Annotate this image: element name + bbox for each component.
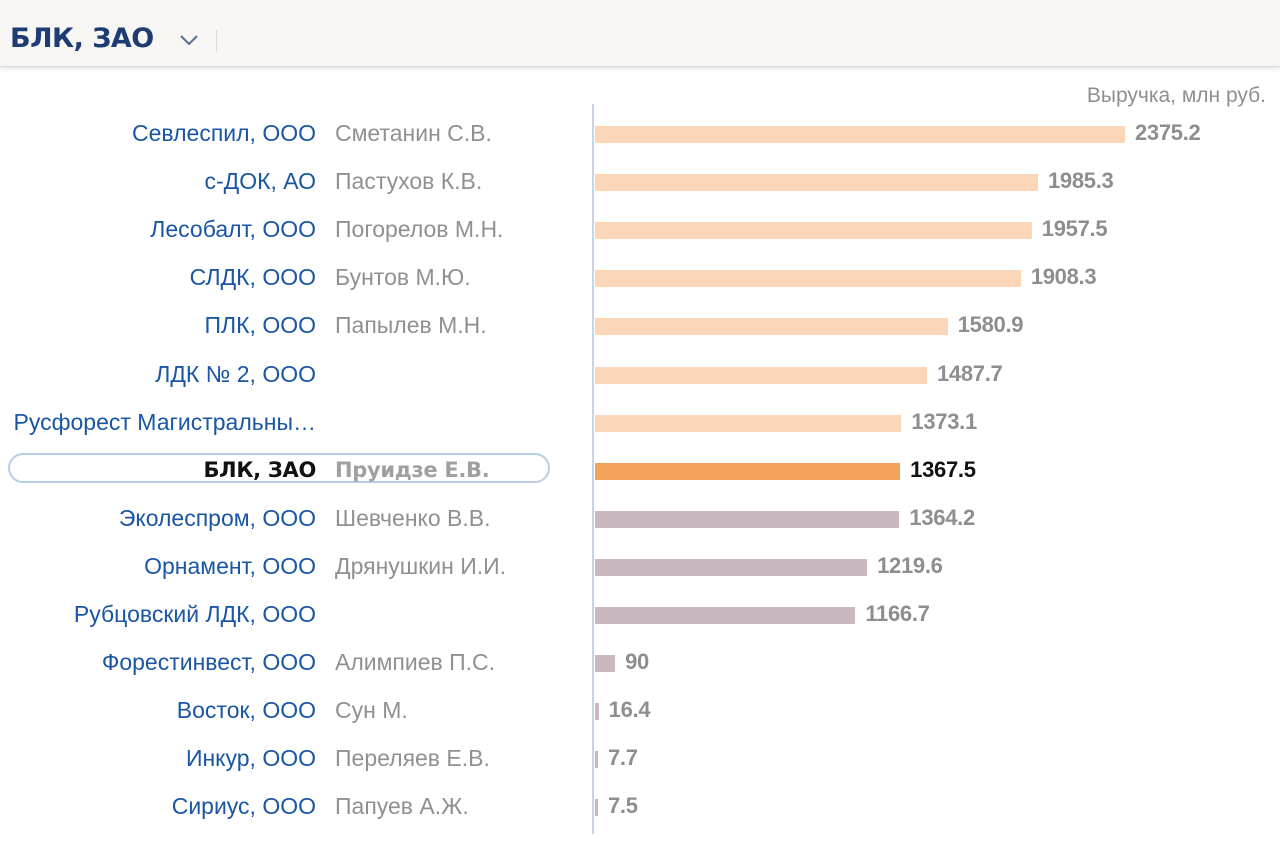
table-row: Орнамент, ООО Дрянушкин И.И. 1219.6 [0,542,1280,590]
value-label: 1166.7 [865,601,930,626]
bar [595,318,948,336]
table-row: Лесобалт, ООО Погорелов М.Н. 1957.5 [0,205,1280,253]
bar [595,366,927,384]
table-row-selected: БЛК, ЗАО Пруидзе Е.В. 1367.5 [0,446,1280,494]
chart-unit-label: Выручка, млн руб. [1086,84,1266,107]
company-title: БЛК, ЗАО [10,22,154,54]
value-label: 16.4 [608,697,651,723]
table-row: Севлеспил, ООО Сметанин С.В. 2375.2 [0,109,1280,157]
bar [595,174,1038,192]
bar [595,222,1032,240]
company-link[interactable]: Сириус, ООО [171,793,316,820]
company-link: БЛК, ЗАО [203,457,316,482]
company-link[interactable]: Рубцовский ЛДК, ООО [73,601,316,627]
table-row: Инкур, ООО Переляев Е.В. 7.7 [0,734,1280,782]
table-row: Русфорест Магистральны… 1373.1 [0,398,1280,446]
bar [595,414,902,432]
bar [595,510,900,528]
person-name: Алимпиев П.С. [335,649,496,676]
table-row: Эколеспром, ООО Шевченко В.В. 1364.2 [0,494,1280,542]
person-name: Сун М. [335,697,408,724]
company-link[interactable]: Восток, ООО [176,697,316,724]
chevron-down-icon[interactable] [178,33,200,47]
person-name: Бунтов М.Ю. [335,264,471,291]
company-link[interactable]: с-ДОК, АО [204,168,316,195]
company-link[interactable]: СЛДК, ООО [189,264,316,291]
value-label: 1364.2 [909,504,975,530]
company-link[interactable]: Лесобалт, ООО [150,216,316,243]
table-row: ЛДК № 2, ООО 1487.7 [0,350,1280,398]
bar [595,270,1021,288]
person-name: Папылев М.Н. [335,312,487,339]
bar [595,799,598,817]
company-link[interactable]: Орнамент, ООО [144,552,316,579]
person-name: Погорелов М.Н. [335,216,504,243]
bar [595,751,598,769]
table-row: Восток, ООО Сун М. 16.4 [0,686,1280,734]
bar [595,558,868,576]
company-selector[interactable]: БЛК, ЗАО [10,18,200,58]
company-link[interactable]: ПЛК, ООО [204,312,316,339]
table-row: с-ДОК, АО Пастухов К.В. 1985.3 [0,157,1280,205]
bar [595,462,901,480]
table-row: Сириус, ООО Папуев А.Ж. 7.5 [0,782,1280,830]
chart-axis-line [592,104,594,834]
bar [595,607,856,624]
value-label: 1957.5 [1041,216,1108,242]
table-row: СЛДК, ООО Бунтов М.Ю. 1908.3 [0,253,1280,301]
company-link[interactable]: Инкур, ООО [185,745,316,772]
value-label: 1367.5 [910,456,976,482]
company-link[interactable]: Русфорест Магистральны… [13,408,316,435]
person-name: Пастухов К.В. [335,168,483,195]
header-divider [216,30,217,52]
person-name: Дрянушкин И.И. [335,552,507,579]
company-link[interactable]: Эколеспром, ООО [118,504,316,531]
person-name: Пруидзе Е.В. [335,457,490,482]
person-name: Переляев Е.В. [335,745,490,772]
header-bar: БЛК, ЗАО [0,0,1280,67]
value-label: 1487.7 [936,360,1003,386]
value-label: 2375.2 [1135,120,1201,145]
bar [595,655,616,673]
value-label: 7.5 [608,793,638,819]
value-label: 7.7 [608,745,638,771]
person-name: Сметанин С.В. [335,120,492,146]
table-row: Форестинвест, ООО Алимпиев П.С. 90 [0,638,1280,686]
person-name: Шевченко В.В. [335,504,491,531]
table-row: Рубцовский ЛДК, ООО 1166.7 [0,590,1280,638]
value-label: 90 [625,649,649,675]
value-label: 1985.3 [1047,168,1114,194]
company-link[interactable]: Форестинвест, ООО [101,649,316,676]
value-label: 1219.6 [877,552,943,578]
company-link[interactable]: ЛДК № 2, ООО [155,360,316,387]
table-row: ПЛК, ООО Папылев М.Н. 1580.9 [0,301,1280,349]
value-label: 1908.3 [1030,264,1097,290]
company-link[interactable]: Севлеспил, ООО [132,120,316,146]
value-label: 1373.1 [911,408,977,434]
value-label: 1580.9 [957,312,1024,338]
person-name: Папуев А.Ж. [335,793,469,820]
bar [595,126,1125,143]
bar [595,703,599,721]
